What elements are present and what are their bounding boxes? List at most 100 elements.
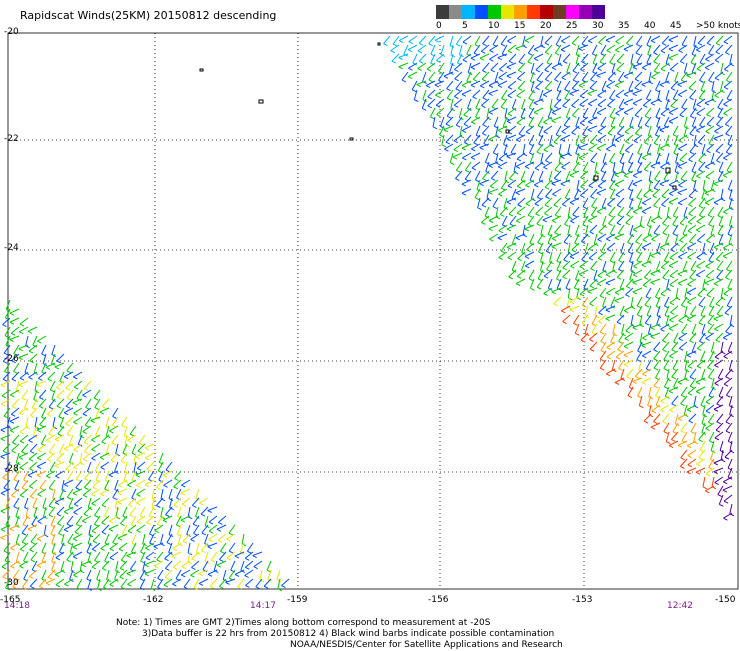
wind-barb-flag — [578, 273, 584, 277]
wind-barb — [714, 323, 724, 330]
wind-barb — [4, 461, 11, 472]
wind-barb — [660, 260, 670, 268]
wind-barb — [34, 416, 38, 427]
wind-barb — [546, 260, 553, 270]
wind-barb-flag — [677, 192, 682, 196]
wind-barb — [617, 206, 625, 216]
wind-barb — [615, 188, 625, 196]
wind-barb — [701, 323, 706, 334]
lon-label-159: -159 — [287, 595, 308, 605]
wind-barb-flag — [588, 149, 594, 153]
wind-barb — [684, 368, 688, 379]
wind-barb — [237, 578, 245, 588]
wind-barb — [122, 506, 128, 517]
wind-barb-flag — [473, 142, 478, 146]
wind-barb-flag — [717, 107, 722, 110]
wind-barb — [15, 551, 20, 562]
wind-barb-flag — [605, 274, 611, 278]
wind-barb — [21, 578, 29, 588]
wind-barb — [87, 497, 92, 508]
wind-barb-flag — [686, 319, 692, 323]
wind-barb — [529, 152, 535, 163]
wind-barb-flag — [11, 494, 16, 498]
lon-label-165: -165 — [0, 595, 21, 605]
wind-barb-flag — [635, 375, 640, 379]
wind-barb — [706, 116, 715, 125]
wind-barb — [579, 116, 589, 124]
wind-barb — [507, 251, 517, 259]
wind-barb-flag — [63, 483, 69, 487]
wind-barb — [660, 161, 670, 168]
wind-barb — [191, 560, 200, 568]
wind-barb-flag — [444, 148, 449, 152]
wind-barb — [680, 296, 688, 306]
wind-barb — [629, 251, 634, 262]
wind-barb-flag — [63, 376, 69, 380]
wind-barb — [422, 71, 427, 82]
wind-barb-flag — [702, 189, 708, 193]
wind-barb — [642, 233, 652, 241]
wind-barb — [630, 296, 634, 307]
wind-barb-flag — [716, 268, 722, 272]
wind-barb — [501, 215, 508, 226]
wind-barb-flag — [182, 540, 188, 544]
wind-barb-flag — [614, 174, 619, 178]
wind-barb — [628, 179, 634, 190]
wind-barb-flag — [693, 189, 698, 193]
wind-barb — [679, 152, 688, 161]
wind-barb — [497, 125, 508, 131]
wind-barb-flag — [610, 179, 616, 183]
wind-barb — [517, 62, 526, 71]
wind-barb — [94, 551, 101, 561]
lat-label-30: -30 — [4, 578, 19, 588]
wind-speed-colorbar: 0 5 10 15 20 25 30 35 40 45 >50 knots — [436, 5, 740, 31]
time-label-2: 14:17 — [250, 601, 276, 611]
wind-barb — [156, 551, 164, 561]
wind-barb-flag — [671, 376, 676, 380]
wind-barb — [482, 35, 490, 44]
wind-barb-flag — [480, 85, 485, 89]
wind-barb — [450, 53, 454, 64]
wind-barb — [653, 179, 661, 189]
wind-barb-flag — [536, 223, 542, 227]
wind-barb-flag — [690, 62, 696, 66]
wind-barb-flag — [2, 576, 7, 580]
wind-barb-flag — [723, 356, 728, 359]
wind-barb — [690, 305, 697, 315]
wind-barb — [91, 524, 101, 532]
wind-barb — [470, 53, 481, 59]
wind-barb — [686, 71, 697, 77]
wind-barb-flag — [668, 445, 674, 448]
wind-barb — [718, 161, 724, 172]
wind-barb — [591, 197, 598, 207]
wind-barb-flag — [706, 123, 712, 127]
wind-barb-flag — [597, 275, 602, 279]
wind-barb — [490, 62, 499, 71]
wind-barb — [48, 398, 56, 408]
wind-barb — [140, 542, 146, 553]
wind-barb — [566, 62, 571, 73]
wind-barb — [123, 470, 128, 481]
wind-barb — [560, 305, 571, 312]
wind-barb-flag — [76, 478, 81, 482]
wind-barb — [707, 359, 715, 368]
wind-barb-flag — [672, 134, 678, 138]
wind-barb — [76, 578, 83, 588]
wind-barb — [30, 407, 38, 416]
wind-barb — [720, 188, 724, 199]
wind-barb — [95, 407, 101, 418]
wind-barb — [636, 350, 643, 360]
wind-barb-flag — [479, 57, 485, 61]
wind-barb-flag — [596, 211, 602, 214]
wind-barb-flag — [688, 213, 693, 217]
wind-barb — [656, 143, 661, 154]
wind-barb — [515, 188, 526, 194]
wind-barb-flag — [0, 510, 6, 514]
wind-barb — [46, 407, 56, 415]
wind-barb-flag — [45, 366, 51, 370]
wind-barb — [617, 125, 625, 134]
wind-barb — [445, 116, 454, 125]
wind-barb — [180, 515, 191, 521]
wind-barb — [698, 296, 706, 306]
wind-barb — [146, 461, 155, 470]
